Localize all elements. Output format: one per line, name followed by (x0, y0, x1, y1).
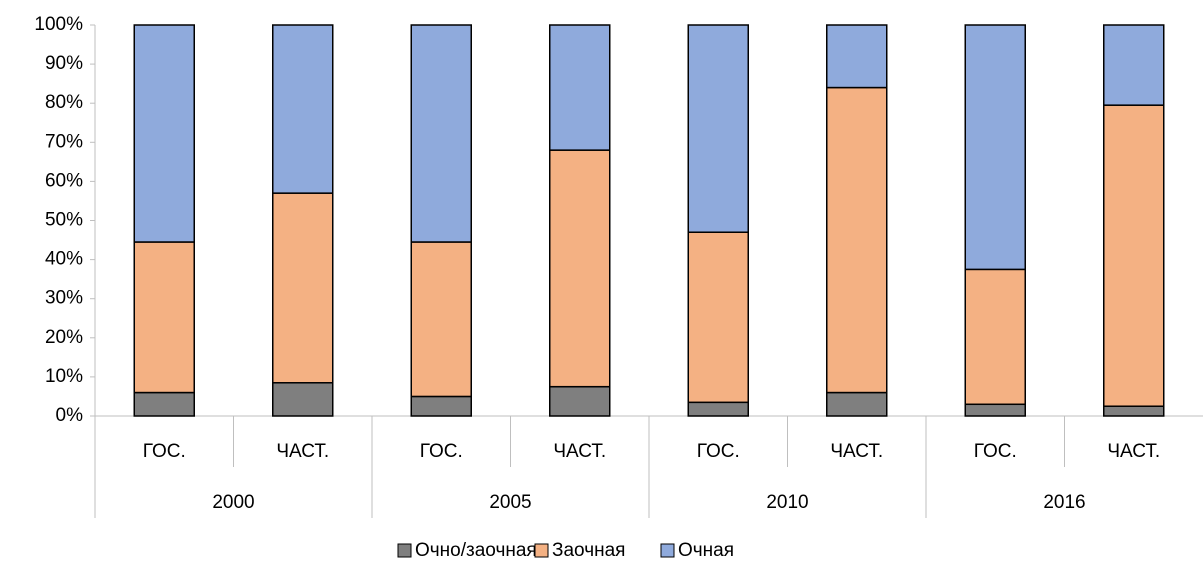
bar-segment (826, 24, 888, 89)
x-tick-label: ЧАСТ. (276, 441, 329, 462)
bar-segment (272, 24, 334, 194)
bar-segment (964, 403, 1026, 417)
bar-segment (133, 24, 195, 243)
y-tick-label: 80% (45, 92, 83, 113)
bar-segment (826, 86, 888, 394)
x-tick-label: ЧАСТ. (830, 441, 883, 462)
bar-segment (133, 391, 195, 417)
x-tick-label: ЧАСТ. (553, 441, 606, 462)
y-tick-label: 10% (45, 366, 83, 387)
bar-segment (272, 192, 334, 384)
bar-segment (272, 382, 334, 417)
y-tick-label: 20% (45, 327, 83, 348)
bar-segment (1103, 104, 1165, 407)
bar-segment (964, 268, 1026, 406)
bar-segment (410, 395, 472, 417)
legend-swatch (660, 543, 675, 558)
bar-segment (826, 391, 888, 417)
bar-segment (549, 385, 611, 417)
bar-segment (1103, 24, 1165, 106)
x-tick-label: ГОС. (143, 441, 186, 462)
legend-label: Очно/заочная (415, 540, 537, 561)
bar-segment (687, 24, 749, 233)
y-tick-label: 50% (45, 210, 83, 231)
x-tick-label: ГОС. (697, 441, 740, 462)
x-tick-label: ГОС. (420, 441, 463, 462)
group-label: 2000 (212, 492, 254, 513)
y-tick-label: 90% (45, 53, 83, 74)
y-tick-label: 60% (45, 170, 83, 191)
bar-segment (687, 231, 749, 404)
y-tick-label: 100% (34, 14, 83, 35)
legend-label: Очная (678, 540, 734, 561)
bar-segment (549, 149, 611, 388)
y-tick-label: 30% (45, 288, 83, 309)
bar-segment (410, 241, 472, 398)
bar-segment (133, 241, 195, 394)
y-tick-label: 40% (45, 249, 83, 270)
bar-segment (410, 24, 472, 243)
legend-swatch (397, 543, 412, 558)
bar-segment (1103, 405, 1165, 417)
bar-segment (549, 24, 611, 151)
x-tick-label: ЧАСТ. (1107, 441, 1160, 462)
bar-segment (687, 401, 749, 417)
bar-segment (964, 24, 1026, 271)
group-label: 2005 (489, 492, 531, 513)
legend-label: Заочная (552, 540, 625, 561)
y-tick-label: 70% (45, 131, 83, 152)
y-tick-label: 0% (56, 405, 84, 426)
group-label: 2010 (766, 492, 808, 513)
x-tick-label: ГОС. (974, 441, 1017, 462)
legend-swatch (534, 543, 549, 558)
group-label: 2016 (1043, 492, 1085, 513)
